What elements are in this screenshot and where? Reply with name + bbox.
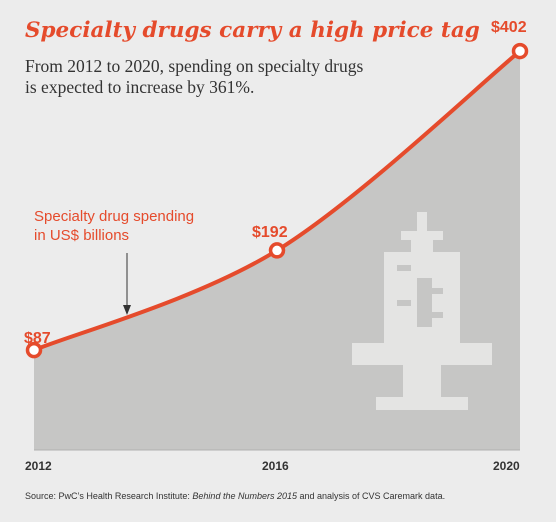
- value-label-2012: $87: [24, 330, 51, 347]
- data-point-2016: [268, 242, 286, 259]
- annotation-line-2: in US$ billions: [34, 227, 129, 244]
- source-note: Source: PwC’s Health Research Institute:…: [25, 491, 445, 501]
- subtitle-line-2: is expected to increase by 361%.: [25, 77, 255, 97]
- subtitle-line-1: From 2012 to 2020, spending on specialty…: [25, 56, 364, 76]
- annotation-line-1: Specialty drug spending: [34, 208, 194, 225]
- chart-title: Specialty drugs carry a high price tag: [25, 18, 480, 43]
- source-prefix: Source: PwC’s Health Research Institute:: [25, 491, 193, 501]
- x-tick-2016: 2016: [262, 459, 289, 473]
- chart-subtitle: From 2012 to 2020, spending on specialty…: [25, 56, 445, 98]
- source-report-title: Behind the Numbers 2015: [192, 491, 297, 501]
- value-label-2016: $192: [252, 224, 288, 241]
- syringe-gradation-marks: [397, 265, 443, 327]
- data-point-2012: [25, 341, 43, 359]
- value-label-2020: $402: [491, 19, 527, 36]
- annotation-arrow-head: [123, 305, 131, 315]
- source-suffix: and analysis of CVS Caremark data.: [297, 491, 446, 501]
- x-tick-2020: 2020: [493, 459, 520, 473]
- syringe-icon: [352, 212, 492, 410]
- x-tick-2012: 2012: [25, 459, 52, 473]
- data-point-2020: [511, 42, 529, 60]
